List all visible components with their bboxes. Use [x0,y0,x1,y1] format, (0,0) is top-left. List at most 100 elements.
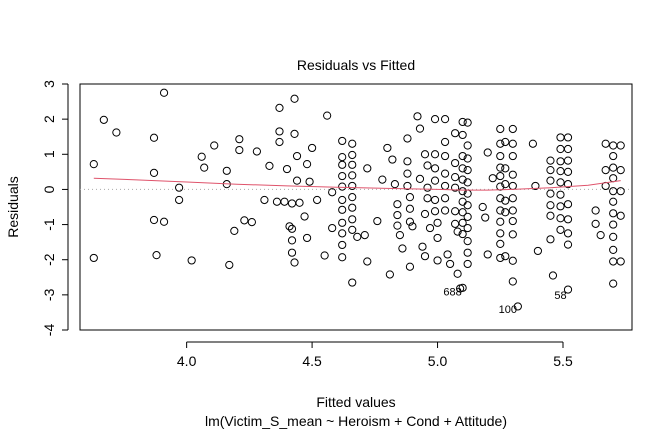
residual-point [348,215,357,224]
residual-point [403,169,412,178]
residual-point [290,129,299,139]
residual-point [287,224,297,233]
residual-point [458,117,467,127]
residual-point [282,164,292,174]
residual-point [328,188,337,197]
residual-point [616,187,625,196]
residual-point [292,151,302,161]
residual-point [478,202,487,212]
residual-point [149,133,159,142]
residual-point [290,94,299,103]
residual-point [302,160,312,169]
residual-point [405,204,415,213]
residual-point [403,134,412,143]
residual-point [225,260,234,270]
residual-point [149,215,159,225]
residual-point [451,207,460,216]
residual-point [320,251,329,260]
residual-point [451,129,460,138]
residual-point [563,229,573,238]
residual-point [430,164,440,173]
residual-point [338,171,347,181]
residual-point [458,197,467,206]
residual-point [423,161,432,170]
residual-point [275,103,284,112]
residual-point [609,220,618,229]
residual-point [488,174,497,183]
residual-point [403,181,412,191]
residual-point [463,118,472,127]
residual-point [405,193,415,202]
residual-point [458,164,467,173]
residual-point [496,253,505,263]
residual-point [546,189,555,198]
residual-point [423,194,432,203]
y-tick-label: 0 [41,185,57,193]
residual-point [175,183,184,192]
outlier-labels: 688 100 58 [443,286,566,316]
residual-point [440,115,450,124]
residual-point [440,181,450,191]
residual-point [149,168,159,178]
residual-point [292,176,302,185]
residual-point [405,262,415,271]
residual-point [99,115,108,124]
residual-point [531,181,540,191]
residual-point [187,256,196,265]
residual-point [408,222,417,231]
residual-point [556,144,565,154]
residual-point [403,157,412,166]
y-tick-label: 1 [41,150,57,158]
residual-point [556,190,565,199]
residual-point [463,223,472,233]
residual-point [425,223,435,233]
residual-points [89,88,625,311]
residual-point [433,218,442,227]
residual-point [338,205,347,214]
residual-point [508,170,517,179]
residual-point [546,166,555,175]
residual-point [609,257,618,266]
residual-point [496,239,505,248]
residual-point [305,177,314,186]
residual-point [496,124,505,134]
outlier-label: 100 [499,304,517,316]
residual-point [348,225,357,234]
residual-point [501,208,510,217]
residual-point [348,193,357,202]
residual-point [458,218,467,227]
residual-point [563,144,573,154]
residual-point [463,236,472,246]
residual-point [508,277,517,286]
residual-point [501,180,510,189]
residual-point [458,229,467,239]
residual-point [508,194,517,203]
residual-point [609,245,618,254]
residual-point [508,139,517,148]
residual-point [443,250,452,259]
residual-point [463,259,472,269]
residual-point [393,210,402,220]
residual-point [451,183,460,192]
residual-point [395,231,405,240]
residual-point [420,150,430,159]
residual-point [609,163,618,172]
residual-point [338,240,347,250]
residual-point [348,139,357,148]
residual-point [563,285,573,294]
residual-point [496,163,505,172]
residual-point [275,127,284,136]
residual-point [496,171,505,181]
x-axis-title: Fitted values [316,394,395,410]
y-axis: -4 -3 -2 -1 0 1 2 3 [41,80,69,336]
residual-point [413,112,422,121]
residual-point [548,271,558,280]
residual-point [159,88,169,97]
residual-point [433,233,442,243]
residual-point [563,167,573,176]
residual-point [609,197,618,206]
residual-point [556,167,565,176]
residual-point [616,166,625,175]
residual-point [508,230,517,239]
residual-point [556,157,565,166]
